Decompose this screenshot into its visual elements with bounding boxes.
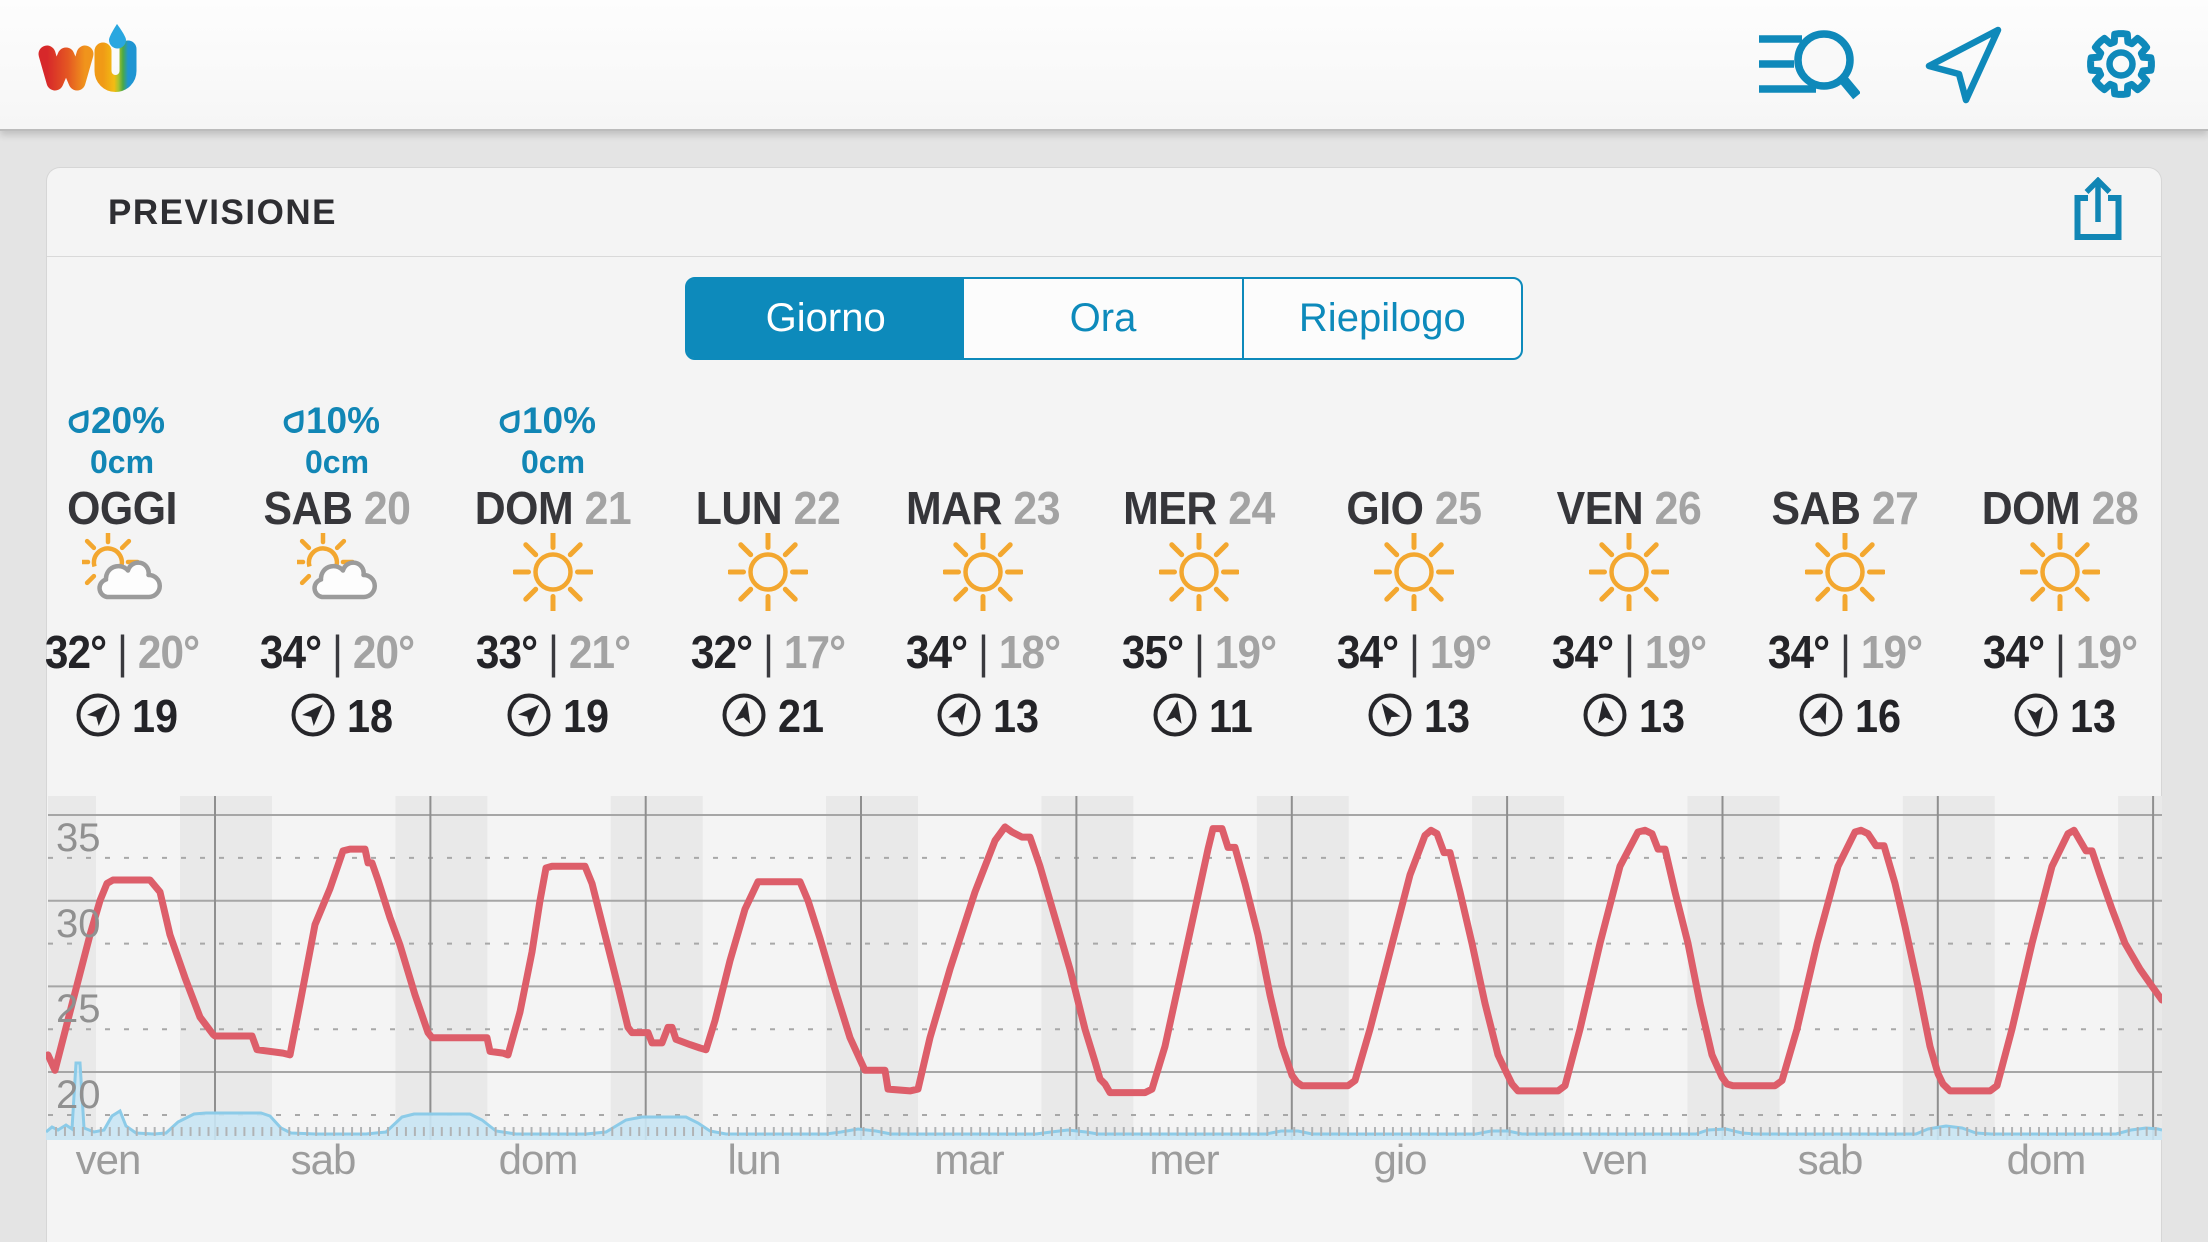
svg-text:sab: sab bbox=[291, 1136, 356, 1183]
svg-text:ven: ven bbox=[1583, 1136, 1648, 1183]
svg-text:mer: mer bbox=[1149, 1136, 1219, 1183]
svg-text:dom: dom bbox=[2007, 1136, 2086, 1183]
svg-text:mar: mar bbox=[934, 1136, 1004, 1183]
svg-text:25: 25 bbox=[56, 987, 101, 1031]
svg-text:ven: ven bbox=[76, 1136, 141, 1183]
svg-text:sab: sab bbox=[1798, 1136, 1863, 1183]
svg-text:gio: gio bbox=[1373, 1136, 1426, 1183]
svg-text:20: 20 bbox=[56, 1073, 101, 1117]
svg-text:dom: dom bbox=[499, 1136, 578, 1183]
svg-text:lun: lun bbox=[727, 1136, 780, 1183]
svg-text:30: 30 bbox=[56, 902, 101, 946]
svg-text:35: 35 bbox=[56, 816, 101, 860]
